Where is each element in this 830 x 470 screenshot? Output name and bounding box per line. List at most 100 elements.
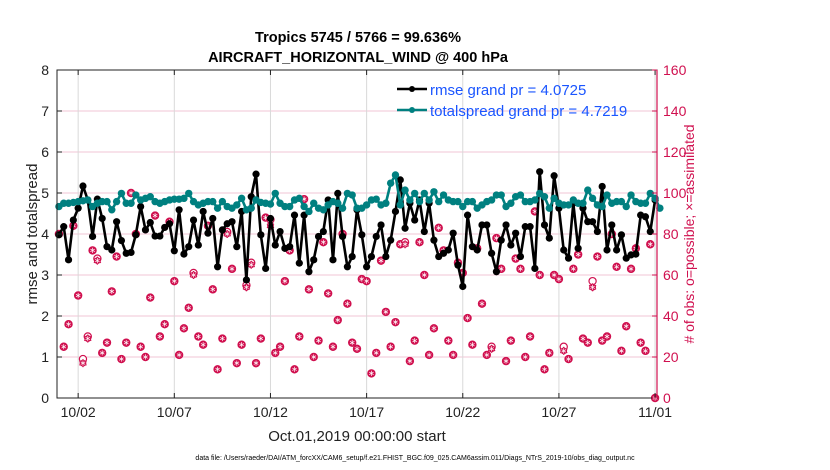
asterisk-stroke	[614, 265, 619, 269]
assimilated-obs-marker	[353, 344, 361, 353]
asterisk-stroke	[99, 351, 105, 355]
rmse-point	[603, 246, 611, 254]
assimilated-obs-marker	[208, 285, 217, 294]
rmse-point	[574, 244, 582, 252]
assimilated-obs-marker	[112, 252, 121, 261]
asterisk-stroke	[301, 197, 307, 201]
rmse-point	[310, 256, 318, 264]
rmse-point	[502, 221, 510, 229]
rmse-point	[228, 218, 236, 226]
rmse-point	[98, 214, 106, 223]
rmse-point	[199, 207, 207, 216]
asterisk-stroke	[450, 353, 456, 357]
assimilated-obs-marker	[622, 322, 631, 331]
asterisk-stroke	[75, 293, 81, 298]
rmse-point	[286, 243, 294, 251]
totalspread-point	[348, 191, 356, 199]
assimilated-obs-marker	[526, 332, 534, 341]
y-right-tick-label: 80	[663, 226, 679, 242]
totalspread-point	[646, 189, 654, 198]
rmse-point	[319, 227, 327, 236]
asterisk-stroke	[388, 345, 394, 349]
asterisk-stroke	[373, 351, 379, 355]
totalspread-point	[334, 199, 342, 207]
totalspread-point	[285, 202, 294, 211]
series-lines	[55, 168, 664, 291]
rmse-point	[488, 249, 496, 257]
assimilated-obs-marker	[180, 324, 188, 333]
x-tick-label: 10/27	[541, 404, 576, 420]
assimilated-obs-marker	[59, 342, 68, 351]
assimilated-obs-marker	[463, 314, 472, 323]
asterisk-stroke	[316, 338, 321, 343]
asterisk-stroke	[85, 336, 91, 341]
assimilated-obs-marker	[415, 238, 424, 247]
totalspread-point	[656, 204, 664, 212]
x-tick-label: 10/02	[61, 404, 96, 420]
y-axis-label-right: # of obs: o=possible; ×=assimilated	[681, 124, 697, 343]
rmse-point	[141, 226, 150, 234]
totalspread-point	[112, 197, 121, 206]
asterisk-stroke	[349, 341, 355, 345]
rmse-point	[473, 246, 481, 254]
asterisk-stroke	[181, 326, 187, 330]
assimilated-obs-marker	[593, 252, 602, 261]
totalspread-point	[108, 206, 116, 214]
asterisk-stroke	[114, 254, 119, 259]
x-axis-label: Oct.01,2019 00:00:00 start	[268, 428, 446, 445]
totalspread-point	[237, 194, 246, 203]
assimilated-obs-marker	[74, 291, 82, 300]
totalspread-point	[146, 192, 154, 201]
asterisk-stroke	[431, 326, 437, 330]
rmse-point	[252, 170, 260, 178]
assimilated-obs-marker	[333, 316, 342, 325]
rmse-point	[64, 256, 73, 264]
rmse-point	[588, 218, 597, 226]
asterisk-stroke	[417, 240, 422, 244]
totalspread-point	[425, 196, 433, 204]
asterisk-stroke	[470, 343, 475, 347]
assimilated-obs-marker	[406, 357, 414, 366]
rmse-point	[262, 264, 270, 273]
assimilated-obs-marker	[281, 277, 289, 286]
y-tick-label: 4	[41, 226, 49, 242]
rmse-point	[430, 236, 438, 244]
assimilated-obs-marker	[122, 338, 131, 347]
assimilated-obs-marker	[641, 346, 650, 355]
asterisk-stroke	[465, 316, 470, 320]
rmse-point	[507, 241, 515, 249]
rmse-point	[343, 263, 351, 271]
rmse-point	[257, 231, 265, 239]
assimilated-obs-marker	[535, 271, 544, 279]
rmse-point	[545, 234, 553, 242]
y-right-tick-label: 20	[663, 349, 679, 365]
asterisk-stroke	[393, 320, 398, 324]
assimilated-obs-marker	[386, 342, 395, 351]
asterisk-stroke	[479, 302, 485, 306]
assimilated-obs-marker	[88, 246, 97, 255]
rmse-point	[314, 232, 323, 241]
asterisk-stroke	[556, 277, 562, 281]
rmse-point	[536, 168, 544, 176]
asterisk-stroke	[484, 353, 490, 357]
rmse-point	[459, 282, 467, 291]
totalspread-point	[362, 201, 371, 209]
asterisk-stroke	[210, 287, 216, 291]
totalspread-point	[641, 199, 650, 207]
assimilated-obs-marker	[141, 353, 150, 361]
assimilated-obs-marker	[343, 299, 352, 308]
rmse-point	[185, 243, 193, 251]
assimilated-obs-marker	[314, 336, 323, 345]
asterisk-stroke	[508, 338, 514, 343]
assimilated-obs-marker	[223, 230, 232, 238]
asterisk-stroke	[239, 343, 244, 347]
asterisk-stroke	[272, 351, 278, 355]
assimilated-obs-marker	[237, 340, 246, 349]
assimilated-obs-marker	[583, 338, 592, 347]
assimilated-obs-marker	[382, 307, 390, 316]
asterisk-stroke	[306, 287, 312, 291]
rmse-point	[170, 247, 178, 255]
assimilated-obs-marker	[511, 254, 520, 263]
x-tick-label: 10/22	[445, 404, 480, 420]
rmse-point	[497, 236, 505, 244]
